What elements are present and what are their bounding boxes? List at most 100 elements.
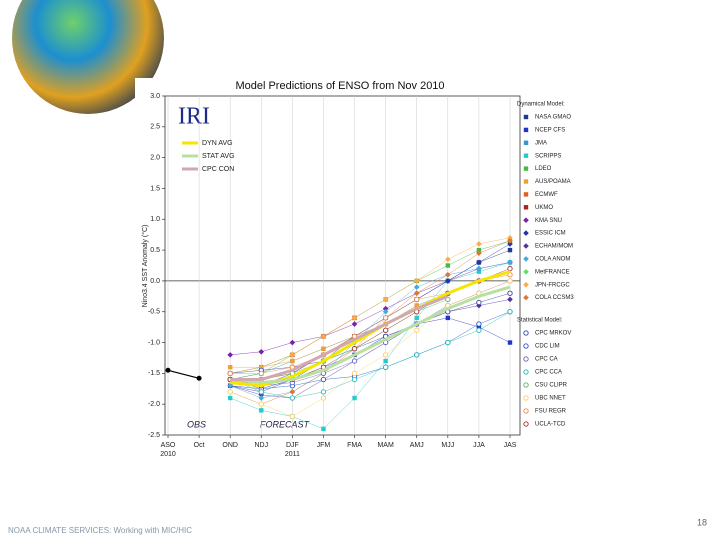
- data-point: [320, 333, 327, 340]
- legend-marker: [523, 395, 529, 401]
- chart-title: Model Predictions of ENSO from Nov 2010: [235, 80, 444, 92]
- legend-label: CSU CLIPR: [535, 383, 568, 389]
- legend-marker: [523, 356, 529, 362]
- data-point: [227, 370, 233, 377]
- x-tick-label: Oct: [194, 442, 205, 449]
- data-point: [351, 370, 358, 377]
- legend-marker: [523, 140, 529, 145]
- data-point: [289, 413, 296, 420]
- legend-label: CPC CCA: [535, 370, 562, 376]
- legend-label: CPC MRKOV: [535, 331, 571, 337]
- data-point: [382, 352, 389, 358]
- data-point: [382, 315, 389, 321]
- legend-marker: [523, 408, 529, 414]
- series-line: [230, 294, 449, 382]
- page-number: 18: [697, 517, 707, 527]
- legend-marker: [523, 192, 529, 197]
- data-point: [165, 367, 171, 373]
- data-point: [476, 299, 482, 306]
- data-point: [476, 324, 482, 330]
- logo: IRI: [178, 104, 210, 130]
- legend-marker: [523, 269, 529, 275]
- data-point: [258, 348, 265, 355]
- data-point: [227, 382, 233, 389]
- data-point: [290, 358, 295, 364]
- y-tick-label: 1.5: [150, 185, 160, 192]
- data-point: [227, 352, 233, 358]
- data-point: [289, 395, 296, 401]
- forecast-label: FORECAST: [260, 419, 311, 429]
- data-point: [507, 296, 513, 303]
- data-point: [351, 346, 358, 352]
- data-point: [445, 263, 451, 268]
- legend-heading: Statistical Model:: [517, 318, 563, 324]
- legend-marker: [523, 217, 529, 223]
- x-tick-label: JJA: [473, 442, 485, 449]
- legend-label: LDEO: [535, 166, 552, 172]
- data-point: [382, 308, 389, 315]
- y-tick-label: -0.5: [148, 309, 160, 316]
- legend-label: STAT AVG: [202, 153, 235, 160]
- legend-label: CPC CON: [202, 166, 234, 173]
- data-point: [383, 358, 388, 364]
- data-point: [258, 370, 264, 377]
- data-point: [351, 321, 358, 327]
- legend-marker: [523, 343, 529, 349]
- series-line: [167, 369, 200, 379]
- x-tick-label: NDJ: [254, 442, 268, 449]
- x-tick-label: MJJ: [441, 442, 454, 449]
- x-tick-label: DJF: [286, 442, 299, 449]
- data-point: [351, 315, 358, 321]
- x-tick-label: OND: [222, 442, 238, 449]
- data-point: [507, 259, 513, 266]
- data-point: [413, 290, 420, 297]
- legend-marker: [523, 243, 529, 249]
- data-point: [507, 247, 513, 253]
- data-point: [445, 339, 451, 346]
- data-point: [507, 241, 513, 247]
- legend-marker: [523, 330, 529, 336]
- footer: NOAA CLIMATE SERVICES: Working with MIC/…: [8, 526, 192, 535]
- data-point: [321, 346, 326, 351]
- legend-label: CDC LIM: [535, 344, 560, 350]
- data-point: [507, 309, 513, 315]
- x-tick-label: AMJ: [410, 442, 424, 449]
- legend-marker: [523, 114, 529, 120]
- series-line: [230, 292, 511, 374]
- data-point: [476, 269, 482, 274]
- legend-heading: Dynamical Model:: [517, 102, 565, 108]
- legend-marker: [523, 179, 529, 184]
- obs-label: OBS: [187, 419, 206, 429]
- data-point: [507, 234, 513, 241]
- y-tick-label: 3.0: [150, 93, 160, 100]
- legend-label: DYN AVG: [202, 140, 233, 147]
- legend-label: ECHAM/MOM: [535, 244, 573, 250]
- y-tick-label: -1.5: [148, 370, 160, 377]
- x-sublabel: 2010: [160, 451, 176, 458]
- legend-label: CPC CA: [535, 357, 558, 363]
- legend-marker: [523, 382, 529, 388]
- chart-panel: [135, 78, 587, 466]
- data-point: [476, 265, 482, 272]
- data-point: [445, 278, 451, 284]
- data-point: [414, 296, 420, 303]
- series-line: [230, 262, 511, 430]
- series-line: [230, 280, 511, 417]
- data-point: [476, 247, 482, 253]
- legend-label: AUS/POAMA: [535, 179, 571, 185]
- data-point: [258, 392, 265, 398]
- legend-marker: [523, 127, 529, 133]
- legend-label: UCLA-TCD: [535, 422, 566, 428]
- data-point: [352, 395, 357, 401]
- data-point: [414, 327, 420, 333]
- y-tick-label: 0.0: [150, 278, 160, 285]
- data-point: [321, 426, 326, 432]
- data-point: [258, 395, 265, 401]
- x-tick-label: JAS: [504, 442, 517, 449]
- data-point: [289, 352, 296, 358]
- data-point: [476, 327, 482, 333]
- data-point: [258, 389, 264, 395]
- legend-label: ESSIC ICM: [535, 231, 566, 237]
